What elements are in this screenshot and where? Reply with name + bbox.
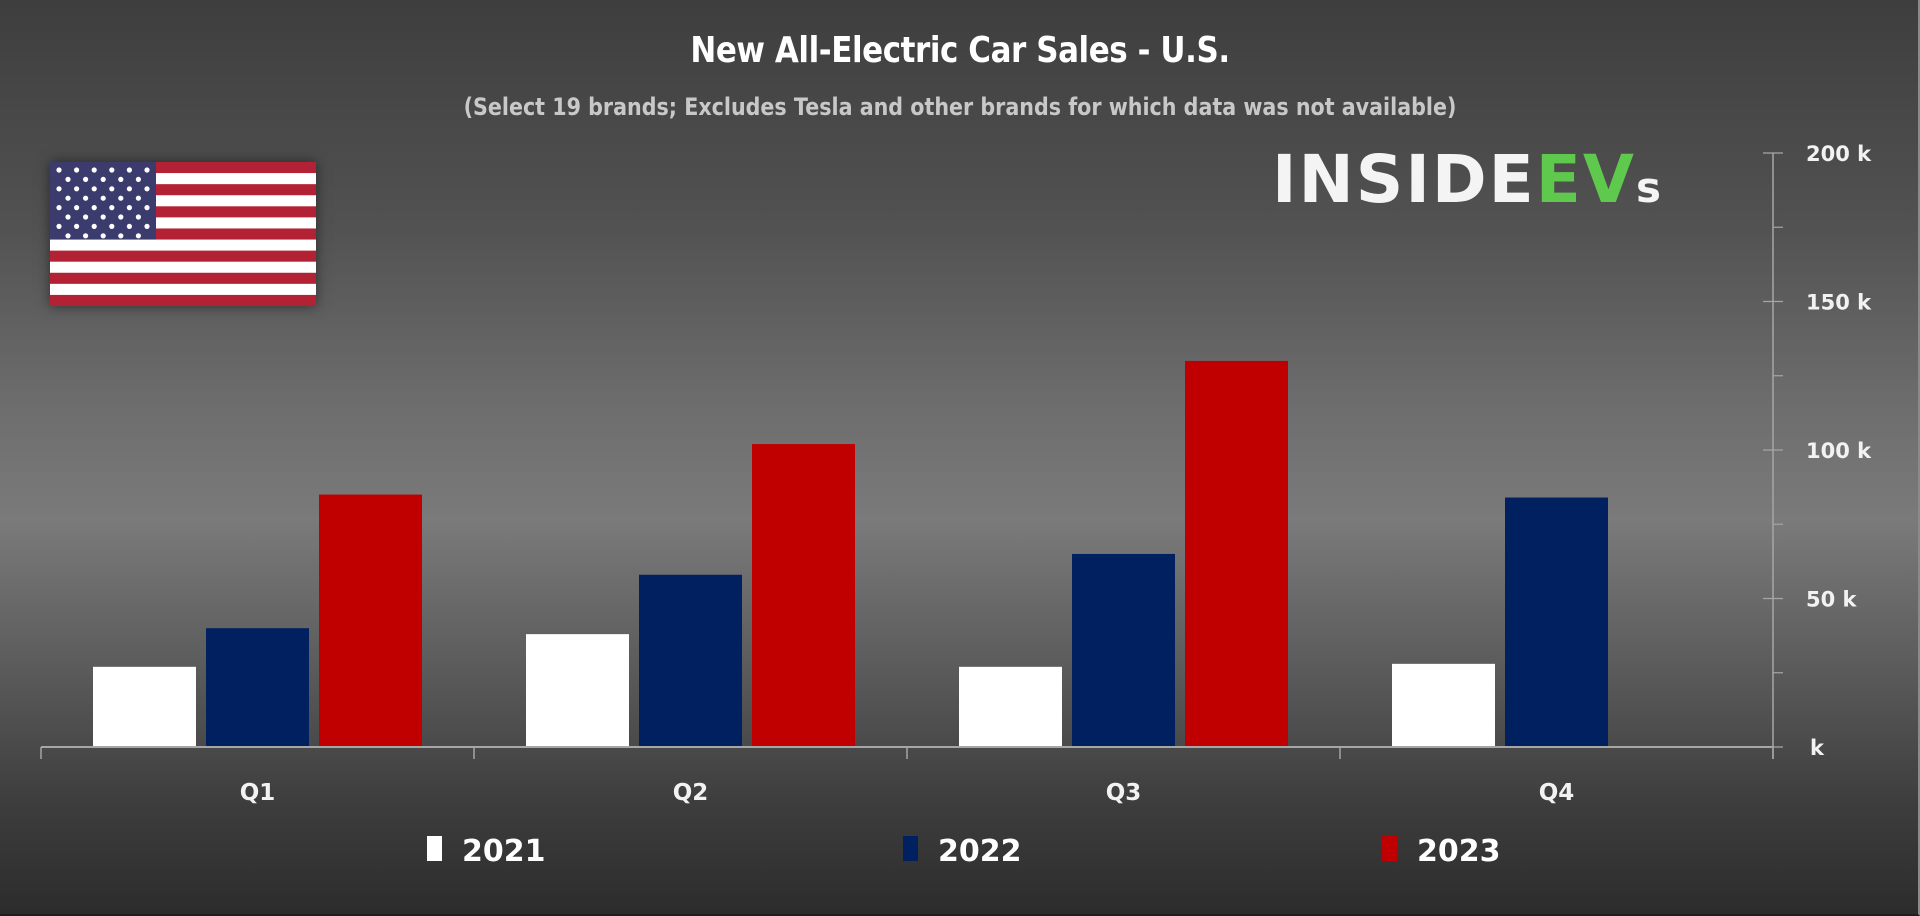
bar-2022-Q2 xyxy=(639,574,742,747)
flag-star xyxy=(83,195,89,201)
flag-star xyxy=(56,205,62,211)
bar-2023-Q2 xyxy=(752,444,855,747)
y-tick-label: k xyxy=(1810,736,1825,760)
flag-star xyxy=(65,176,71,182)
flag-star xyxy=(144,223,150,229)
flag-star xyxy=(56,186,62,192)
flag-star xyxy=(65,195,71,201)
bar-2023-Q1 xyxy=(319,494,422,747)
bar-2021-Q2 xyxy=(526,634,629,747)
bar-2021-Q1 xyxy=(93,666,196,747)
flag-star xyxy=(109,167,115,173)
legend-label-2021: 2021 xyxy=(462,834,546,869)
flag-stripe xyxy=(50,162,316,174)
flag-star xyxy=(56,223,62,229)
chart-title: New All-Electric Car Sales - U.S. xyxy=(690,30,1230,71)
flag-star xyxy=(91,167,97,173)
flag-star xyxy=(74,223,80,229)
flag-star xyxy=(74,242,80,248)
x-tick-label-Q2: Q2 xyxy=(673,780,709,806)
y-tick-label: 100 k xyxy=(1806,439,1872,463)
flag-star xyxy=(56,242,62,248)
flag-stripe xyxy=(50,217,316,229)
flag-stripe xyxy=(50,239,316,252)
insideevs-logo: INSIDEEVs xyxy=(1272,145,1663,215)
flag-star xyxy=(135,233,141,239)
flag-star xyxy=(109,223,115,229)
flag-star xyxy=(74,205,80,211)
flag-star xyxy=(118,233,124,239)
bar-2022-Q3 xyxy=(1072,553,1175,747)
flag-star xyxy=(100,233,106,239)
flag-stripe xyxy=(50,184,316,196)
flag-stripe xyxy=(50,272,316,285)
flag-star xyxy=(91,223,97,229)
flag-star xyxy=(126,242,132,248)
flag-star xyxy=(144,186,150,192)
flag-star xyxy=(74,167,80,173)
flag-star xyxy=(56,167,62,173)
flag-star xyxy=(83,214,89,220)
us-flag-icon xyxy=(50,162,316,306)
bar-2023-Q3 xyxy=(1185,360,1288,747)
x-tick-label-Q4: Q4 xyxy=(1539,780,1575,806)
flag-star xyxy=(91,242,97,248)
logo-text-inside: INSIDE xyxy=(1272,141,1536,218)
flag-star xyxy=(135,195,141,201)
bar-2022-Q4 xyxy=(1505,497,1608,747)
flag-star xyxy=(100,195,106,201)
flag-stripe xyxy=(50,195,316,207)
bar-2022-Q1 xyxy=(206,628,309,747)
legend-swatch-2023 xyxy=(1382,836,1397,861)
flag-star xyxy=(65,233,71,239)
y-tick-label: 50 k xyxy=(1806,588,1858,612)
flag-star xyxy=(109,186,115,192)
flag-star xyxy=(91,186,97,192)
legend-label-2023: 2023 xyxy=(1417,834,1501,869)
y-tick-label: 200 k xyxy=(1806,142,1872,166)
flag-star xyxy=(91,205,97,211)
flag-stripe xyxy=(50,173,316,185)
flag-star xyxy=(109,205,115,211)
flag-star xyxy=(83,176,89,182)
flag-star xyxy=(144,205,150,211)
flag-star xyxy=(74,186,80,192)
flag-star xyxy=(135,214,141,220)
flag-star xyxy=(126,205,132,211)
logo-text-ev: EV xyxy=(1535,141,1636,218)
flag-star xyxy=(144,167,150,173)
flag-stripe xyxy=(50,261,316,274)
bar-2021-Q3 xyxy=(959,666,1062,747)
flag-star xyxy=(109,242,115,248)
bar-2021-Q4 xyxy=(1392,663,1495,747)
flag-star xyxy=(144,242,150,248)
flag-star xyxy=(100,214,106,220)
flag-star xyxy=(135,176,141,182)
y-tick-label: 150 k xyxy=(1806,291,1872,315)
flag-star xyxy=(126,167,132,173)
flag-stripe xyxy=(50,206,316,218)
flag-stripe xyxy=(50,228,316,241)
x-tick-label-Q3: Q3 xyxy=(1106,780,1142,806)
x-tick-label-Q1: Q1 xyxy=(240,780,276,806)
legend-swatch-2022 xyxy=(903,836,918,861)
flag-star xyxy=(126,223,132,229)
flag-stripe xyxy=(50,294,316,306)
flag-star xyxy=(126,186,132,192)
chart-subtitle: (Select 19 brands; Excludes Tesla and ot… xyxy=(463,93,1457,121)
flag-stripe xyxy=(50,250,316,263)
legend-swatch-2021 xyxy=(427,836,442,861)
flag-star xyxy=(118,214,124,220)
flag-star xyxy=(65,214,71,220)
legend-label-2022: 2022 xyxy=(938,834,1022,869)
logo-text-s: s xyxy=(1635,163,1663,212)
flag-star xyxy=(118,176,124,182)
flag-star xyxy=(118,195,124,201)
flag-star xyxy=(83,233,89,239)
flag-star xyxy=(100,176,106,182)
flag-stripe xyxy=(50,283,316,296)
